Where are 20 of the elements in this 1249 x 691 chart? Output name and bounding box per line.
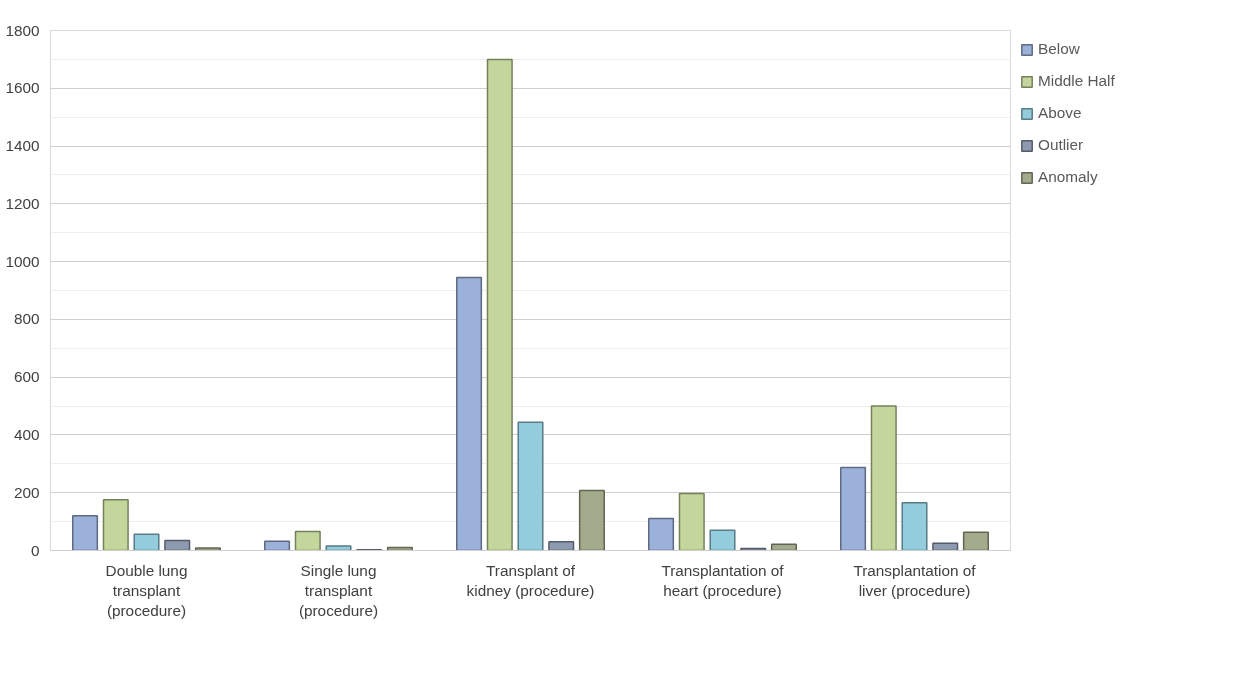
y-tick-label: 1600 xyxy=(5,79,40,97)
y-tick-label: 1800 xyxy=(5,21,40,39)
y-tick-label: 0 xyxy=(30,541,40,559)
x-tick-label: Double lung transplant (procedure) xyxy=(105,561,188,620)
y-tick-label: 1400 xyxy=(5,137,40,155)
x-tick-label: Transplant of kidney (procedure) xyxy=(466,561,595,599)
x-tick-label: Single lung transplant (procedure) xyxy=(298,561,379,620)
y-tick-label: 600 xyxy=(13,368,40,386)
y-tick-label: 1000 xyxy=(5,252,40,270)
y-tick-label: 800 xyxy=(13,310,40,328)
legend-label: Middle Half xyxy=(1038,72,1115,90)
legend-label: Above xyxy=(1038,104,1082,122)
x-tick-label: Transplantation of heart (procedure) xyxy=(661,561,785,599)
y-tick-label: 1200 xyxy=(5,194,40,212)
y-tick-label: 400 xyxy=(13,425,40,443)
legend-label: Outlier xyxy=(1038,136,1084,154)
y-tick-label: 200 xyxy=(13,483,40,501)
legend-label: Anomaly xyxy=(1038,168,1098,186)
legend-label: Below xyxy=(1038,40,1080,58)
x-tick-label: Transplantation of liver (procedure) xyxy=(853,561,977,599)
